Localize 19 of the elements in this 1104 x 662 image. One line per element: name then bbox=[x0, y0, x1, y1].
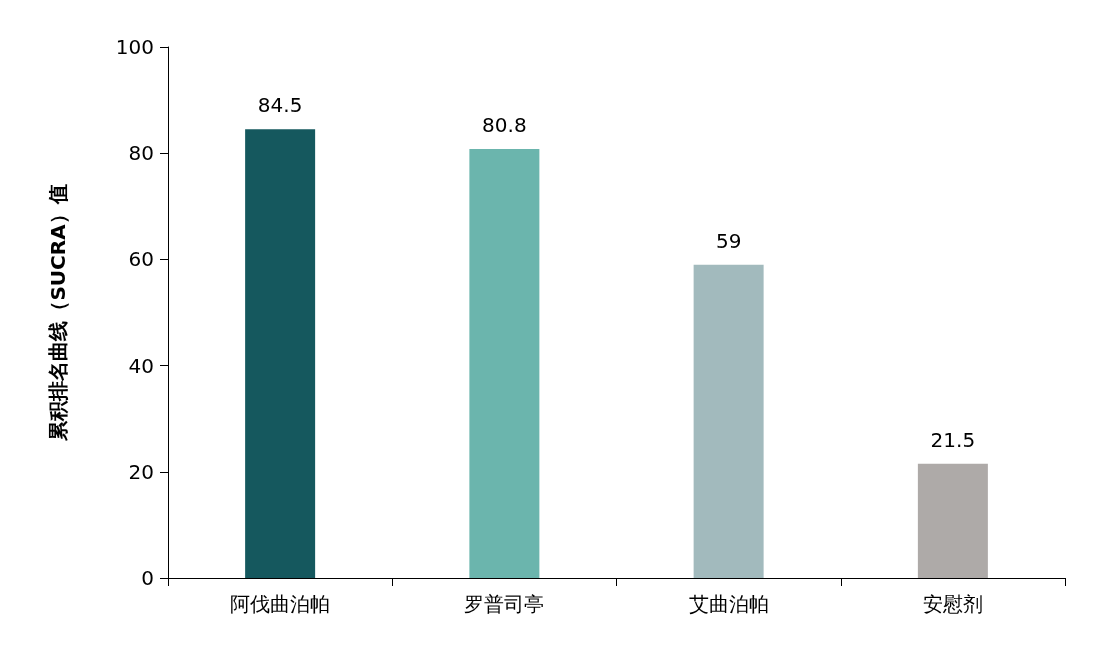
x-tick-label: 阿伐曲泊帕 bbox=[230, 592, 331, 616]
bar bbox=[469, 148, 540, 578]
x-tick-label: 罗普司亭 bbox=[464, 592, 545, 616]
x-tick-label: 艾曲泊帕 bbox=[688, 592, 769, 616]
bar bbox=[245, 129, 316, 578]
data-label: 80.8 bbox=[482, 112, 527, 137]
y-tick-label: 100 bbox=[115, 35, 154, 59]
data-label: 21.5 bbox=[930, 427, 976, 452]
x-tick-label: 安慰剂 bbox=[922, 592, 983, 616]
y-tick-label: 0 bbox=[141, 566, 154, 590]
y-tick-label: 60 bbox=[128, 247, 154, 272]
y-tick-label: 20 bbox=[128, 459, 154, 484]
data-label: 59 bbox=[715, 228, 742, 253]
data-label: 84.5 bbox=[257, 93, 303, 118]
y-tick-label: 80 bbox=[128, 141, 154, 166]
y-axis-title: 累积排名曲线（SUCRA）值 bbox=[46, 184, 70, 442]
bar bbox=[917, 463, 988, 578]
y-tick-label: 40 bbox=[128, 353, 154, 378]
bar bbox=[693, 264, 764, 578]
